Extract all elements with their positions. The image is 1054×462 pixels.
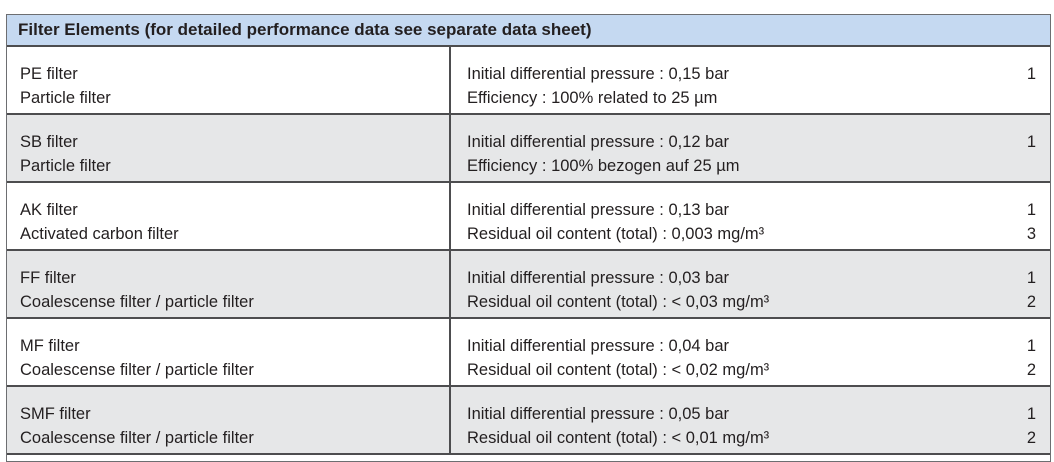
spec-line: Residual oil content (total) : < 0,01 mg…: [467, 429, 770, 447]
spec-line: Residual oil content (total) : < 0,03 mg…: [467, 293, 770, 311]
note-cell: 1 2: [1010, 251, 1050, 317]
note-cell: 1 2: [1010, 319, 1050, 385]
note-cell: 1 3: [1010, 183, 1050, 249]
filter-name-cell: SMF filter Coalescense filter / particle…: [7, 387, 451, 453]
filter-elements-table: Filter Elements (for detailed performanc…: [6, 14, 1051, 462]
table-row: PE filter Particle filter Initial differ…: [7, 47, 1050, 115]
table-row: SMF filter Coalescense filter / particle…: [7, 387, 1050, 455]
spec-line: Residual oil content (total) : 0,003 mg/…: [467, 225, 765, 243]
filter-name: MF filter: [20, 337, 80, 355]
filter-type: Activated carbon filter: [20, 225, 179, 243]
filter-type: Particle filter: [20, 89, 111, 107]
filter-type: Coalescense filter / particle filter: [20, 361, 254, 379]
filter-type: Particle filter: [20, 157, 111, 175]
table-title: Filter Elements (for detailed performanc…: [7, 15, 1050, 47]
note-number: 1: [1026, 337, 1036, 355]
filter-name-cell: MF filter Coalescense filter / particle …: [7, 319, 451, 385]
spec-line: Initial differential pressure : 0,03 bar: [467, 269, 730, 287]
table-row: SB filter Particle filter Initial differ…: [7, 115, 1050, 183]
note-number: 1: [1026, 65, 1036, 83]
note-number: 1: [1026, 269, 1036, 287]
note-cell: 1: [1010, 115, 1050, 181]
note-number: 1: [1026, 133, 1036, 151]
table-continuation: [7, 455, 1050, 461]
spec-line: Residual oil content (total) : < 0,02 mg…: [467, 361, 770, 379]
note-number: 2: [1026, 293, 1036, 311]
filter-name: FF filter: [20, 269, 76, 287]
spec-line: Initial differential pressure : 0,12 bar: [467, 133, 730, 151]
note-number: 2: [1026, 361, 1036, 379]
note-number: 2: [1026, 429, 1036, 447]
spec-line: Initial differential pressure : 0,04 bar: [467, 337, 730, 355]
filter-spec-cell: Initial differential pressure : 0,12 bar…: [451, 115, 1010, 181]
table-row: FF filter Coalescense filter / particle …: [7, 251, 1050, 319]
filter-spec-cell: Initial differential pressure : 0,13 bar…: [451, 183, 1010, 249]
note-number: 1: [1026, 201, 1036, 219]
filter-type: Coalescense filter / particle filter: [20, 429, 254, 447]
note-cell: 1 2: [1010, 387, 1050, 453]
note-cell: 1: [1010, 47, 1050, 113]
filter-name: SMF filter: [20, 405, 91, 423]
filter-name-cell: FF filter Coalescense filter / particle …: [7, 251, 451, 317]
table-row: MF filter Coalescense filter / particle …: [7, 319, 1050, 387]
spec-line: Initial differential pressure : 0,05 bar: [467, 405, 730, 423]
note-number: 1: [1026, 405, 1036, 423]
filter-spec-cell: Initial differential pressure : 0,15 bar…: [451, 47, 1010, 113]
table-row: AK filter Activated carbon filter Initia…: [7, 183, 1050, 251]
filter-spec-cell: Initial differential pressure : 0,03 bar…: [451, 251, 1010, 317]
filter-spec-cell: Initial differential pressure : 0,05 bar…: [451, 387, 1010, 453]
spec-line: Efficiency : 100% related to 25 µm: [467, 89, 718, 107]
filter-spec-cell: Initial differential pressure : 0,04 bar…: [451, 319, 1010, 385]
filter-type: Coalescense filter / particle filter: [20, 293, 254, 311]
note-number: 3: [1026, 225, 1036, 243]
filter-name-cell: SB filter Particle filter: [7, 115, 451, 181]
spec-line: Efficiency : 100% bezogen auf 25 µm: [467, 157, 740, 175]
filter-name: SB filter: [20, 133, 78, 151]
filter-name: PE filter: [20, 65, 78, 83]
filter-name: AK filter: [20, 201, 78, 219]
filter-name-cell: PE filter Particle filter: [7, 47, 451, 113]
spec-line: Initial differential pressure : 0,15 bar: [467, 65, 730, 83]
spec-line: Initial differential pressure : 0,13 bar: [467, 201, 730, 219]
filter-name-cell: AK filter Activated carbon filter: [7, 183, 451, 249]
